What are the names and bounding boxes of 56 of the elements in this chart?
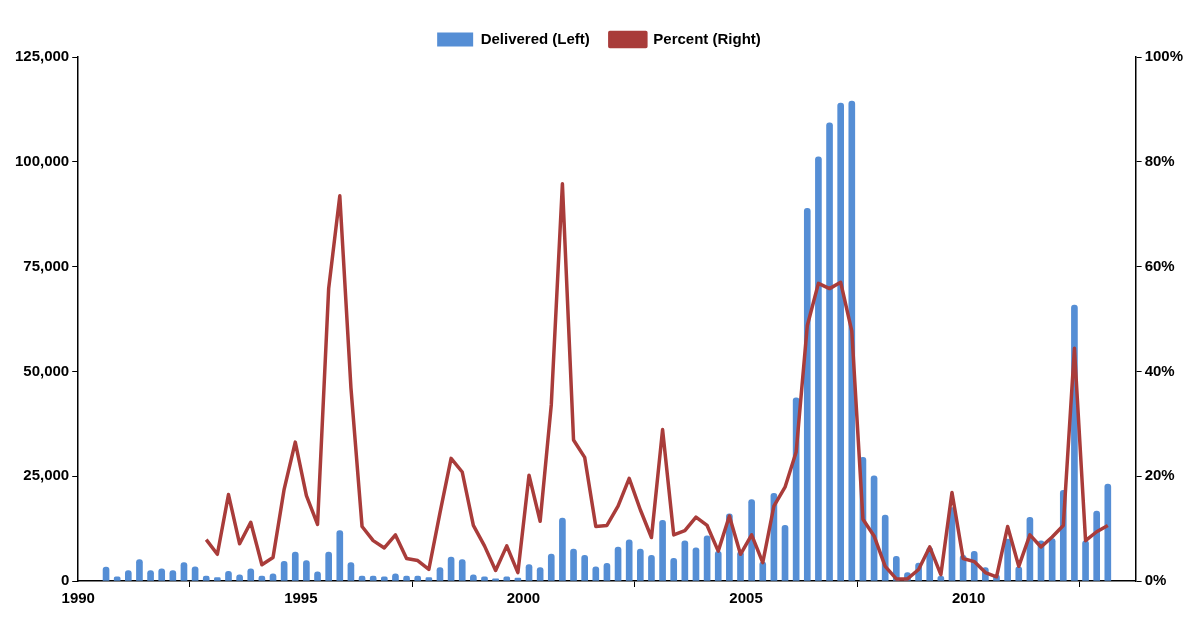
- bar: [781, 524, 789, 581]
- bar: [547, 553, 555, 581]
- bar: [681, 540, 689, 581]
- bar: [581, 555, 588, 581]
- legend-label: Delivered (Left): [480, 29, 590, 47]
- bar: [570, 548, 577, 581]
- y2-tick-label: 20%: [1144, 466, 1175, 484]
- x-tick-label: 1990: [61, 589, 95, 607]
- bar: [447, 556, 455, 581]
- y2-tick-label: 80%: [1144, 151, 1175, 169]
- bar: [815, 156, 822, 581]
- x-tick-label: 1995: [284, 589, 318, 607]
- bar: [837, 102, 844, 581]
- bar: [748, 499, 755, 581]
- bar: [848, 100, 856, 581]
- y2-tick-label: 60%: [1144, 256, 1175, 274]
- bar: [136, 559, 143, 581]
- y-tick-label: 75,000: [23, 256, 70, 274]
- bar: [603, 563, 611, 581]
- y2-tick-label: 0%: [1144, 571, 1167, 589]
- y-tick-label: 25,000: [23, 466, 70, 484]
- bar: [1082, 540, 1089, 581]
- bar: [1104, 483, 1112, 581]
- bar: [614, 546, 622, 581]
- x-tick-label: 2000: [506, 589, 541, 607]
- bar: [703, 535, 711, 581]
- bar: [636, 548, 644, 581]
- bar: [692, 547, 700, 581]
- bar: [347, 562, 355, 581]
- bar: [803, 208, 811, 581]
- bar: [670, 558, 678, 581]
- bar: [1093, 510, 1101, 581]
- bar: [759, 561, 767, 581]
- bar: [559, 517, 566, 581]
- y2-tick-label: 40%: [1144, 361, 1175, 379]
- bar: [280, 560, 288, 581]
- bar: [180, 562, 188, 581]
- y-tick-label: 125,000: [14, 47, 70, 65]
- bar: [458, 559, 466, 581]
- bar: [336, 530, 344, 581]
- bar: [303, 560, 310, 581]
- bar: [659, 519, 666, 581]
- bar: [291, 551, 299, 581]
- y2-tick-label: 100%: [1144, 47, 1184, 65]
- bar: [826, 122, 833, 581]
- bar: [1004, 538, 1011, 581]
- legend-label: Percent (Right): [653, 29, 761, 47]
- bar: [325, 551, 332, 581]
- bar: [714, 550, 722, 581]
- x-tick-label: 2010: [951, 589, 986, 607]
- bar: [625, 539, 633, 581]
- bar: [648, 555, 655, 581]
- y-tick-label: 100,000: [14, 151, 70, 169]
- x-tick-label: 2005: [729, 589, 763, 607]
- y-tick-label: 0: [60, 571, 70, 589]
- y-tick-label: 50,000: [23, 361, 70, 379]
